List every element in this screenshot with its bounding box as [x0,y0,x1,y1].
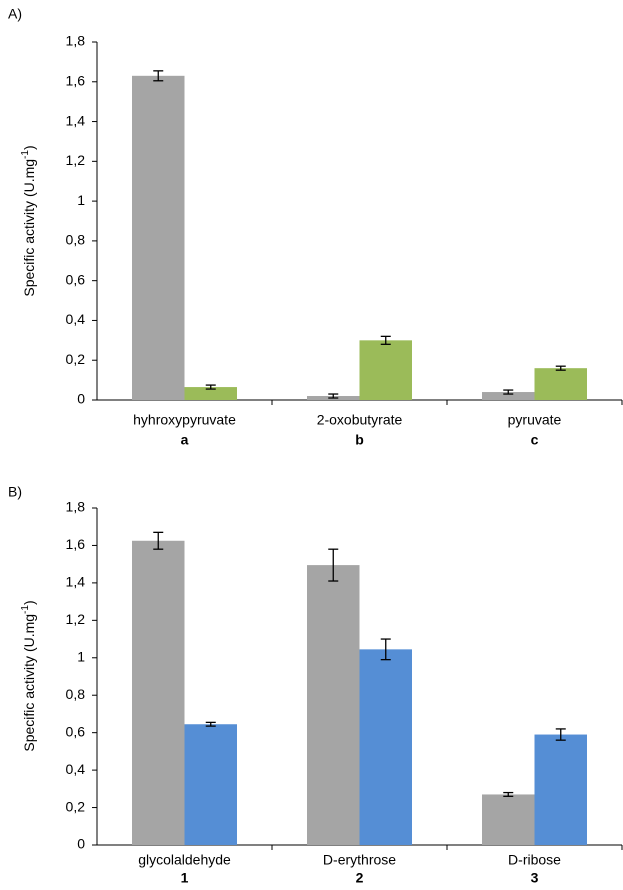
y-tick-label: 1,8 [66,499,86,515]
y-axis-label-end: ) [21,600,37,605]
y-axis-label: Specific activity (U.mg-1) [20,600,37,751]
y-tick-label: 0,4 [66,761,86,777]
y-tick-label: 0,8 [66,686,86,702]
category-id: 3 [531,870,539,886]
y-axis-label-end: ) [21,145,37,150]
y-tick-label: 1 [77,192,85,208]
category-id: 1 [181,870,189,886]
x-tick-label: D-erythrose [323,852,396,868]
y-tick-label: 1 [77,648,85,664]
y-tick-label: 0,8 [66,232,86,248]
x-tick-label: D-ribose [508,852,561,868]
y-tick-label: 0,4 [66,311,86,327]
y-axis-label-sup: -1 [20,150,31,159]
x-tick-label: hyhroxypyruvate [133,412,236,428]
y-tick-label: 1,8 [66,33,86,49]
y-tick-label: 1,6 [66,72,86,88]
bar [534,734,587,845]
y-tick-label: 0,2 [66,798,86,814]
y-axis-label-main: Specific activity (U.mg [21,614,37,752]
category-id: a [181,432,189,448]
y-tick-label: 0 [77,836,85,852]
x-tick-label: pyruvate [508,412,562,428]
category-id: c [531,432,539,448]
bar [534,368,587,400]
category-id: 2 [356,870,364,886]
x-tick-label: 2-oxobutyrate [317,412,403,428]
bar [184,387,237,400]
bar [482,794,535,845]
bar [184,724,237,845]
y-tick-label: 1,2 [66,152,86,168]
bar [307,565,360,845]
y-tick-label: 0,6 [66,271,86,287]
y-axis-label-main: Specific activity (U.mg [21,159,37,297]
bar [359,340,412,400]
y-tick-label: 1,4 [66,574,86,590]
panel-label: B) [8,484,22,500]
bar [132,75,185,401]
panel-label: A) [8,6,22,22]
bar [482,392,535,400]
category-id: b [355,432,364,448]
x-tick-label: glycolaldehyde [138,852,231,868]
y-tick-label: 1,4 [66,112,86,128]
y-axis-label-sup: -1 [20,605,31,614]
y-tick-label: 1,6 [66,536,86,552]
bar [359,649,412,845]
y-tick-label: 1,2 [66,611,86,627]
y-axis-label: Specific activity (U.mg-1) [20,145,37,296]
y-tick-label: 0,2 [66,351,86,367]
y-tick-label: 0,6 [66,723,86,739]
bar [132,540,185,845]
y-tick-label: 0 [77,391,85,407]
